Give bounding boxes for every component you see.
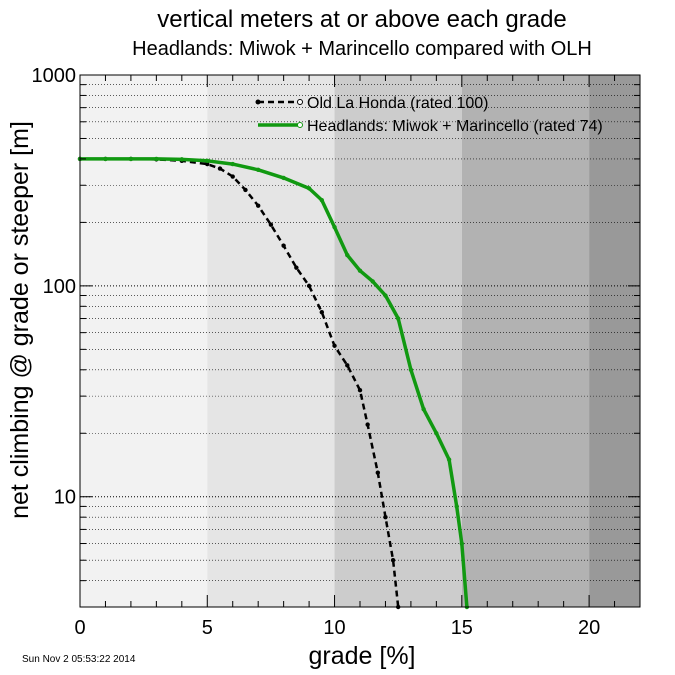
data-point-olh — [306, 283, 312, 289]
data-point-headlands — [408, 367, 414, 372]
y-tick-label: 100 — [43, 276, 76, 298]
legend-label-olh: Old La Honda (rated 100) — [307, 95, 488, 112]
data-point-headlands — [446, 457, 452, 462]
data-point-headlands — [395, 316, 401, 321]
data-point-headlands — [434, 431, 439, 436]
y-tick-label: 10 — [54, 487, 76, 509]
background-band — [589, 75, 640, 607]
data-point-headlands — [179, 157, 185, 162]
data-point-olh — [319, 310, 325, 315]
x-tick-label: 5 — [202, 617, 213, 639]
data-point-headlands — [205, 158, 210, 163]
x-axis-label: grade [%] — [308, 642, 415, 670]
chart-title: vertical meters at or above each grade — [157, 6, 567, 33]
data-point-olh — [345, 363, 350, 368]
data-point-headlands — [306, 186, 312, 191]
data-point-headlands — [357, 268, 363, 273]
data-point-headlands — [370, 279, 375, 284]
legend-marker-olh-end — [297, 99, 303, 105]
chart-subtitle: Headlands: Miwok + Marincello compared w… — [132, 38, 592, 60]
data-point-headlands — [332, 224, 337, 230]
legend-label-headlands: Headlands: Miwok + Marincello (rated 74) — [307, 118, 603, 135]
grid-lines — [80, 84, 640, 581]
data-point-headlands — [128, 156, 134, 162]
axis-ticks: 0 5 10 15 20 10 100 1000 — [32, 65, 641, 639]
data-point-headlands — [103, 156, 108, 162]
data-point-olh — [365, 422, 370, 427]
data-point-olh — [383, 514, 388, 520]
legend-marker-olh — [255, 99, 261, 105]
background-band — [461, 75, 590, 607]
data-point-headlands — [421, 407, 426, 412]
data-point-olh — [357, 388, 363, 393]
x-tick-label: 15 — [451, 617, 473, 639]
background-band — [334, 75, 462, 607]
data-point-olh — [255, 203, 261, 208]
x-tick-label: 10 — [323, 617, 345, 639]
data-point-olh — [230, 174, 235, 179]
data-point-headlands — [154, 156, 159, 162]
data-point-olh — [205, 161, 210, 167]
x-tick-label: 0 — [74, 617, 85, 639]
data-point-headlands — [230, 161, 235, 167]
data-point-headlands — [345, 252, 350, 258]
background-band — [207, 75, 335, 607]
data-point-olh — [268, 222, 274, 227]
x-tick-label: 20 — [578, 617, 600, 639]
series-line-headlands — [80, 157, 469, 608]
data-point-headlands — [281, 175, 286, 181]
y-axis-label: net climbing @ grade or steeper [m] — [6, 121, 34, 519]
data-point-olh — [375, 470, 381, 475]
data-point-olh — [390, 558, 396, 563]
background-bands — [80, 75, 640, 607]
data-point-olh — [243, 187, 248, 193]
data-point-olh — [332, 343, 337, 348]
data-point-olh — [294, 265, 299, 270]
series-layer — [77, 156, 470, 610]
data-point-headlands — [255, 167, 261, 173]
legend: Old La Honda (rated 100) Headlands: Miwo… — [255, 95, 603, 135]
data-point-headlands — [383, 293, 388, 298]
data-point-headlands — [459, 541, 465, 546]
timestamp: Sun Nov 2 05:53:22 2014 — [22, 654, 136, 665]
y-tick-label: 1000 — [32, 65, 77, 87]
data-point-headlands — [319, 197, 325, 203]
data-point-olh — [281, 243, 286, 248]
background-band — [80, 75, 208, 607]
legend-marker-headlands-end — [297, 122, 303, 128]
data-point-headlands — [454, 504, 459, 509]
data-point-olh — [217, 166, 223, 171]
